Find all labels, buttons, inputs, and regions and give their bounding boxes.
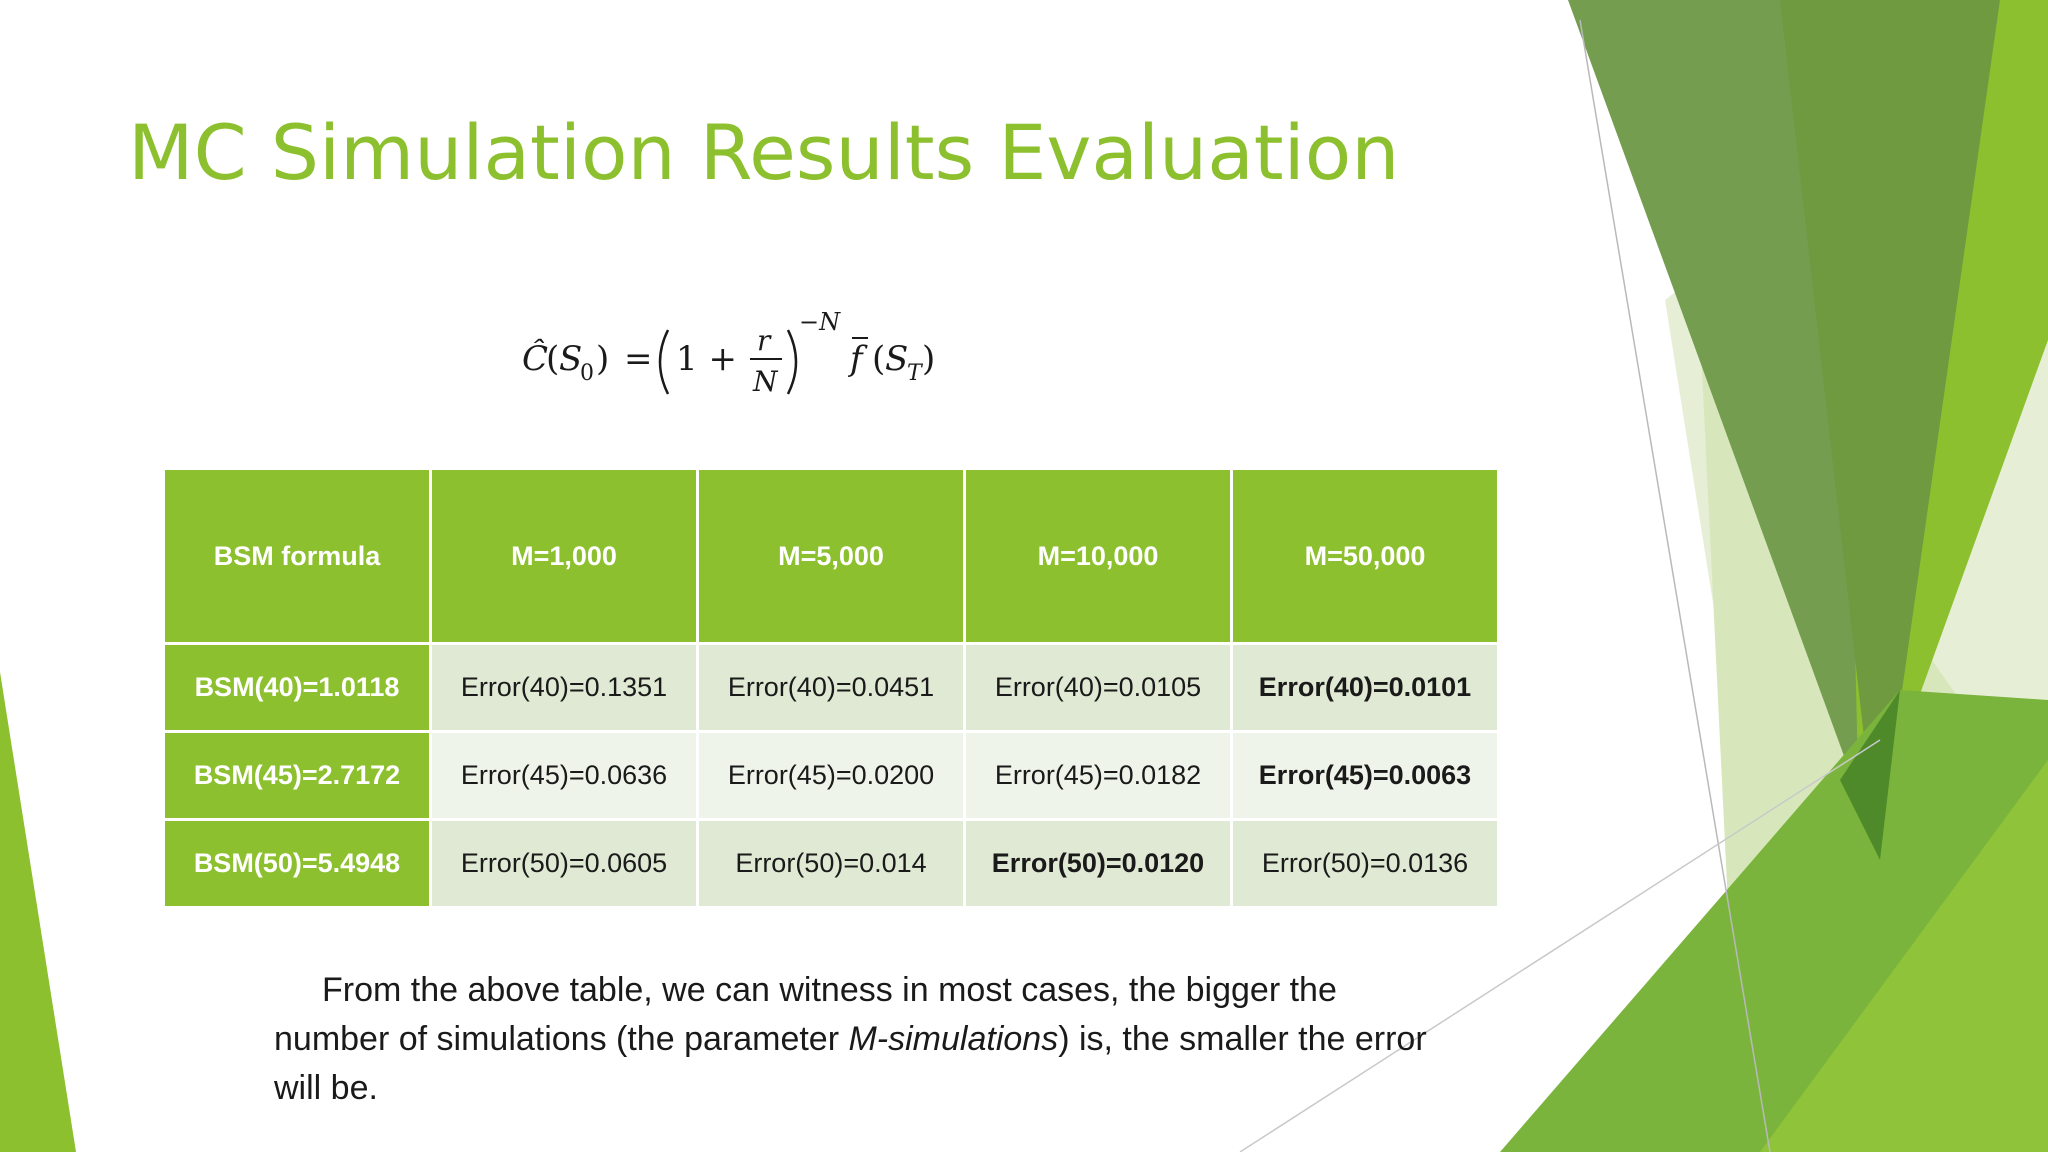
table-row: BSM(50)=5.4948 Error(50)=0.0605 Error(50…: [162, 818, 1500, 909]
conclusion-text-before: From the above table, we can witness in …: [274, 971, 1337, 1058]
formula-lhs-symbol: Ĉ: [522, 338, 548, 379]
formula-right-paren: [786, 329, 798, 395]
pricing-formula: Ĉ ( S 0 ) = 1 + r N −N f ( S T ): [522, 308, 935, 398]
right-facet-deep: [1840, 690, 1900, 860]
header-bsm-formula: BSM formula: [162, 467, 432, 645]
table-row: BSM(45)=2.7172 Error(45)=0.0636 Error(45…: [162, 730, 1500, 821]
table-cell: Error(40)=0.1351: [429, 642, 699, 733]
formula-numerator: r: [757, 324, 772, 357]
formula-rhs-open: (: [872, 339, 885, 379]
header-m-50000: M=50,000: [1230, 467, 1500, 645]
conclusion-paragraph: From the above table, we can witness in …: [274, 966, 1454, 1113]
table-cell: Error(45)=0.0182: [963, 730, 1233, 821]
header-m-10000: M=10,000: [963, 467, 1233, 645]
slide-title: MC Simulation Results Evaluation: [128, 108, 1400, 197]
formula-exponent: −N: [799, 308, 841, 336]
right-facet-olive: [1780, 0, 2000, 860]
conclusion-text-after: ) is, the smaller the error will be.: [274, 1020, 1427, 1107]
decor-line-1: [1579, 19, 1771, 1152]
header-m-5000: M=5,000: [696, 467, 966, 645]
table-cell: Error(40)=0.0101: [1230, 642, 1500, 733]
formula-lhs-open: (: [546, 339, 559, 379]
table-cell: Error(40)=0.0105: [963, 642, 1233, 733]
formula-rhs-symbol: f: [847, 339, 868, 379]
formula-left-paren: [658, 329, 670, 395]
formula-lhs-var: S: [559, 339, 582, 379]
results-table: BSM formula M=1,000 M=5,000 M=10,000 M=5…: [162, 467, 1500, 909]
table-cell: Error(45)=0.0636: [429, 730, 699, 821]
table-header-row: BSM formula M=1,000 M=5,000 M=10,000 M=5…: [162, 467, 1500, 645]
table-cell: Error(50)=0.014: [696, 818, 966, 909]
table-cell: Error(45)=0.0200: [696, 730, 966, 821]
formula-lhs-close: ): [596, 339, 609, 379]
row-label: BSM(50)=5.4948: [162, 818, 432, 909]
table-cell: Error(50)=0.0136: [1230, 818, 1500, 909]
table-cell: Error(50)=0.0605: [429, 818, 699, 909]
formula-rhs-sub: T: [907, 361, 924, 386]
formula-equals: =: [624, 339, 653, 379]
formula-rhs-var: S: [885, 339, 908, 379]
right-facet-bottom-bright: [1760, 760, 2048, 1152]
header-m-1000: M=1,000: [429, 467, 699, 645]
formula-lhs-sub: 0: [580, 361, 594, 386]
conclusion-emphasis: M-simulations: [848, 1020, 1059, 1058]
formula-denominator: N: [752, 365, 779, 398]
decor-line-2: [1239, 739, 1881, 1152]
table-cell: Error(50)=0.0120: [963, 818, 1233, 909]
table-cell: Error(45)=0.0063: [1230, 730, 1500, 821]
formula-rhs-close: ): [922, 339, 935, 379]
table-cell: Error(40)=0.0451: [696, 642, 966, 733]
row-label: BSM(45)=2.7172: [162, 730, 432, 821]
table-row: BSM(40)=1.0118 Error(40)=0.1351 Error(40…: [162, 642, 1500, 733]
left-green-sliver: [0, 672, 76, 1152]
row-label: BSM(40)=1.0118: [162, 642, 432, 733]
formula-one-plus: 1 +: [676, 339, 737, 379]
